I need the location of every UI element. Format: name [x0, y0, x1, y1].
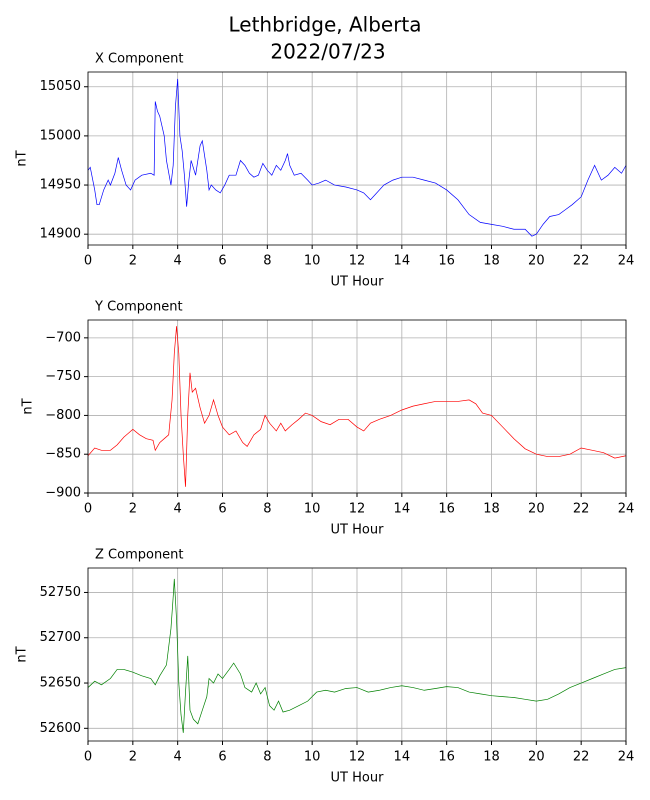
- x-tick-label: 22: [573, 502, 590, 517]
- x-tick-label: 24: [618, 254, 635, 269]
- x-axis-label: UT Hour: [331, 771, 385, 786]
- x-tick-label: 18: [483, 502, 500, 517]
- x-tick-label: 14: [394, 254, 411, 269]
- x-tick-label: 8: [263, 502, 271, 517]
- y-axis-label: nT: [15, 150, 30, 166]
- x-tick-label: 4: [174, 502, 182, 517]
- y-tick-label: −900: [45, 486, 81, 501]
- plot-frame: [87, 567, 627, 742]
- x-tick-label: 18: [483, 750, 500, 765]
- plot-frame: [87, 71, 627, 246]
- x-tick-label: 8: [263, 750, 271, 765]
- x-tick-label: 6: [218, 254, 226, 269]
- y-tick-label: 15050: [40, 79, 81, 94]
- x-tick-label: 18: [483, 254, 500, 269]
- plot-frame: [87, 319, 627, 494]
- x-axis-label: UT Hour: [331, 275, 385, 290]
- y-axis-label: nT: [15, 646, 30, 662]
- x-tick-label: 24: [618, 750, 635, 765]
- subplot-title: Y Component: [94, 300, 183, 315]
- x-tick-label: 6: [218, 750, 226, 765]
- y-tick-label: −850: [45, 447, 81, 462]
- x-tick-label: 20: [528, 502, 545, 517]
- subplot-title: X Component: [95, 52, 184, 67]
- data-line: [87, 78, 627, 237]
- x-tick-label: 20: [528, 750, 545, 765]
- x-tick-label: 16: [438, 502, 455, 517]
- data-line: [87, 326, 627, 487]
- x-tick-label: 10: [304, 502, 321, 517]
- x-tick-label: 14: [394, 502, 411, 517]
- x-tick-label: 16: [438, 750, 455, 765]
- x-tick-label: 10: [304, 254, 321, 269]
- x-tick-label: 4: [174, 254, 182, 269]
- y-axis-label: nT: [21, 398, 36, 414]
- y-tick-label: −800: [45, 408, 81, 423]
- x-tick-label: 24: [618, 502, 635, 517]
- x-axis-label: UT Hour: [331, 523, 385, 538]
- x-tick-label: 8: [263, 254, 271, 269]
- x-tick-label: 16: [438, 254, 455, 269]
- x-tick-label: 2: [129, 750, 137, 765]
- x-tick-label: 2: [129, 254, 137, 269]
- y-tick-label: 52600: [40, 721, 81, 736]
- x-tick-label: 10: [304, 750, 321, 765]
- x-tick-label: 12: [349, 750, 366, 765]
- y-tick-label: −750: [45, 369, 81, 384]
- x-tick-label: 14: [394, 750, 411, 765]
- x-tick-label: 20: [528, 254, 545, 269]
- y-tick-label: −700: [45, 330, 81, 345]
- data-line: [87, 578, 627, 733]
- x-tick-label: 0: [84, 502, 92, 517]
- subplot-title: Z Component: [95, 548, 184, 563]
- y-tick-label: 14900: [40, 227, 81, 242]
- y-tick-label: 15000: [40, 128, 81, 143]
- y-tick-label: 52700: [40, 630, 81, 645]
- figure-title: Lethbridge, Alberta: [228, 13, 421, 37]
- figure-subtitle: 2022/07/23: [270, 40, 385, 64]
- x-tick-label: 12: [349, 254, 366, 269]
- x-tick-label: 12: [349, 502, 366, 517]
- y-tick-label: 52750: [40, 585, 81, 600]
- x-tick-label: 4: [174, 750, 182, 765]
- y-tick-label: 14950: [40, 178, 81, 193]
- x-tick-label: 22: [573, 750, 590, 765]
- x-tick-label: 6: [218, 502, 226, 517]
- x-tick-label: 0: [84, 750, 92, 765]
- y-tick-label: 52650: [40, 676, 81, 691]
- x-tick-label: 22: [573, 254, 590, 269]
- x-tick-label: 0: [84, 254, 92, 269]
- x-tick-label: 2: [129, 502, 137, 517]
